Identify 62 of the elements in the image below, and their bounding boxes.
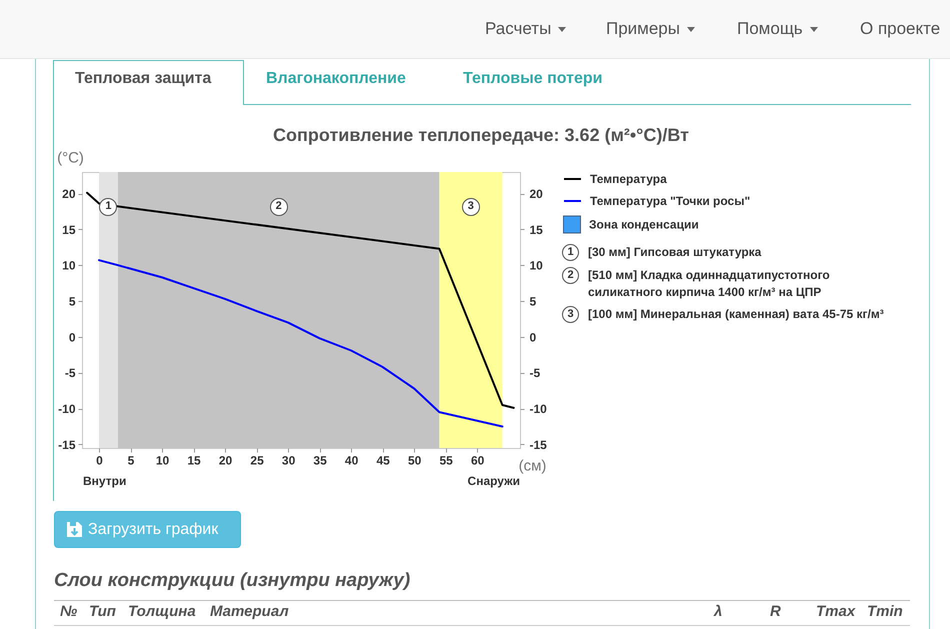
text: Материал xyxy=(210,603,289,621)
legend-label: Зона конденсации xyxy=(589,218,699,232)
legend-label: Температура xyxy=(590,172,668,186)
y2-tick-label: 20 xyxy=(530,187,544,202)
x-tick-label: 15 xyxy=(187,454,202,468)
x-tick-label: 35 xyxy=(313,454,328,468)
x-tick-label: 10 xyxy=(156,454,170,468)
y-tick-label: 20 xyxy=(62,187,76,202)
y-tick-label: 5 xyxy=(68,294,76,309)
line-series xyxy=(98,259,504,428)
legend-label: Температура "Точки росы" xyxy=(590,194,750,208)
y2-tick-label: -15 xyxy=(530,438,548,452)
x-tick-label: 30 xyxy=(282,454,296,468)
x-axis-title: (см) xyxy=(518,458,546,474)
x-tick-label: 5 xyxy=(128,454,135,468)
text: О проекте xyxy=(860,19,940,38)
y2-tick-label: 5 xyxy=(530,294,536,309)
text: Тепловая защита xyxy=(75,69,212,89)
y2-tick-label: 15 xyxy=(530,222,544,237)
text: R xyxy=(770,603,781,621)
chart-title: Сопротивление теплопередаче: 3.62 (м²•°C)/Вт xyxy=(273,125,690,145)
y-tick-label: -5 xyxy=(64,366,76,380)
x-tick-label: 40 xyxy=(344,454,359,468)
text: λ xyxy=(714,603,722,621)
text: Tmin xyxy=(867,603,903,621)
text: Тепловые потери xyxy=(463,69,602,89)
y2-tick-label: -10 xyxy=(530,402,548,416)
circle-outline: 3 xyxy=(562,306,579,323)
text: Влагонакопление xyxy=(266,69,406,89)
text: Снаружи xyxy=(468,474,520,489)
y2-tick-label: 0 xyxy=(530,330,536,344)
x-tick-label: 60 xyxy=(470,454,485,468)
text: Слои конструкции (изнутри наружу) xyxy=(54,570,410,592)
y-tick-label: 10 xyxy=(62,258,76,273)
text: [30 мм] Гипсовая штукатурка xyxy=(588,244,762,261)
x-tick-label: 25 xyxy=(250,454,264,468)
line-series xyxy=(86,192,515,409)
y-tick-label: 0 xyxy=(68,330,76,344)
text: Tmax xyxy=(816,603,856,621)
x-tick-label: 55 xyxy=(439,454,454,468)
y-tick-label: -15 xyxy=(58,438,76,452)
text: Помощь xyxy=(737,19,803,38)
text: Расчеты xyxy=(485,19,552,38)
text: № xyxy=(60,603,78,621)
circle-outline: 2 xyxy=(562,266,579,284)
text: Примеры xyxy=(606,19,680,38)
x-tick-label: 45 xyxy=(376,454,390,468)
y2-tick-label: -5 xyxy=(530,366,540,380)
x-tick-label: 50 xyxy=(408,454,422,468)
y2-tick-label: 10 xyxy=(530,258,544,273)
x-tick-label: 0 xyxy=(96,454,104,468)
y-tick-label: -10 xyxy=(58,402,76,416)
circle-outline: 1 xyxy=(562,244,579,261)
text: Внутри xyxy=(83,473,126,489)
y-tick-label: 15 xyxy=(62,222,76,237)
button[interactable]: Загрузить график xyxy=(54,511,241,548)
text: [510 мм] Кладка одиннадцатипустотного силикатного кирпича 1400 кг/м³ на ЦПР xyxy=(588,266,831,300)
text: Тип xyxy=(89,603,116,621)
y-axis-title: (°C) xyxy=(57,150,84,166)
x-tick-label: 20 xyxy=(218,454,233,468)
text: Толщина xyxy=(128,603,196,621)
text: [100 мм] Минеральная (каменная) вата 45-75 кг/м³ xyxy=(588,306,885,323)
